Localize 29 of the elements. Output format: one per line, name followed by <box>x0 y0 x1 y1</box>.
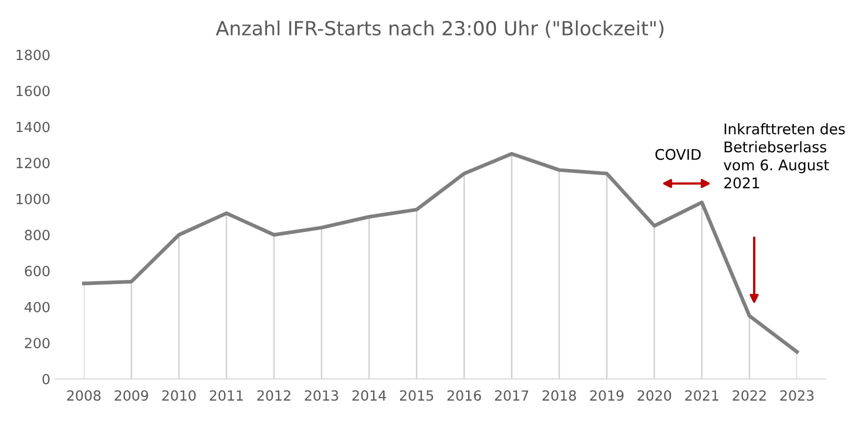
x-tick-label: 2010 <box>162 390 196 401</box>
x-tick-label: 2021 <box>685 390 718 401</box>
y-tick-label: 600 <box>24 266 50 276</box>
y-tick-label: 0 <box>42 374 50 384</box>
x-tick-label: 2012 <box>257 390 290 401</box>
x-tick-label: 2008 <box>67 390 101 401</box>
x-tick-label: 2022 <box>732 390 766 401</box>
y-tick-label: 1400 <box>16 122 50 132</box>
x-tick-label: 2023 <box>780 390 814 401</box>
y-tick-label: 1800 <box>16 50 50 60</box>
chart-title: Anzahl IFR-Starts nach 23:00 Uhr ("Blockzeit") <box>216 20 664 38</box>
x-tick-label: 2013 <box>304 390 338 401</box>
annotation: Inkrafttreten des Betriebserlass vom 6. August 2021 <box>724 123 845 188</box>
x-tick-label: 2014 <box>352 390 386 401</box>
y-tick-label: 200 <box>24 338 50 348</box>
x-tick-label: 2011 <box>210 390 243 401</box>
x-tick-label: 2018 <box>542 390 576 401</box>
x-tick-label: 2009 <box>114 390 148 401</box>
y-tick-label: 1000 <box>16 194 50 204</box>
y-tick-label: 800 <box>24 230 50 240</box>
x-tick-label: 2020 <box>638 390 672 401</box>
x-tick-label: 2015 <box>400 390 434 401</box>
annotation: COVID <box>655 148 701 160</box>
y-tick-label: 1200 <box>16 158 50 168</box>
x-tick-label: 2019 <box>590 390 624 401</box>
x-tick-label: 2016 <box>448 390 481 401</box>
x-tick-label: 2017 <box>495 390 528 401</box>
y-tick-label: 400 <box>24 302 50 312</box>
y-tick-label: 1600 <box>16 86 50 96</box>
